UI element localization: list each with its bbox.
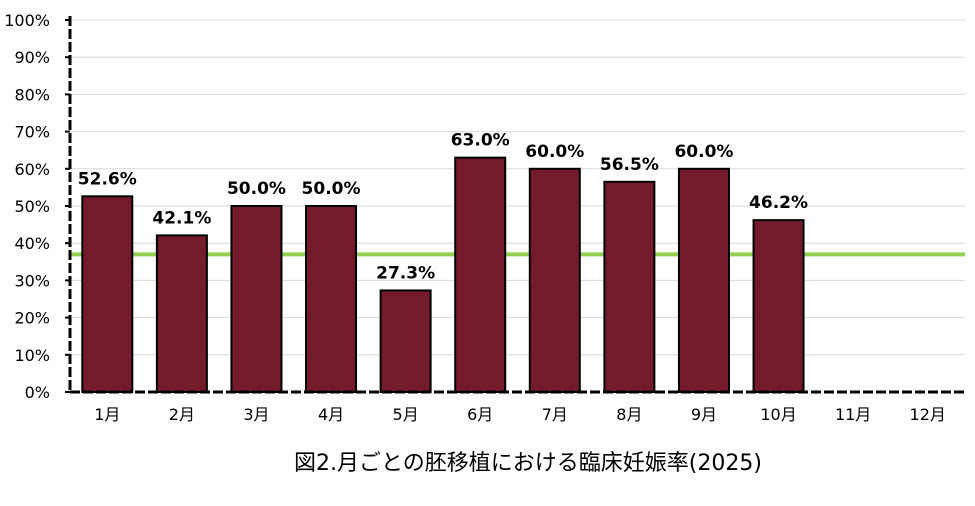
data-label-4: 50.0% bbox=[302, 179, 361, 199]
bar-7 bbox=[528, 167, 581, 393]
data-label-1: 52.6% bbox=[78, 169, 137, 189]
x-tick-label-2: 2月 bbox=[169, 405, 195, 424]
bar-9 bbox=[677, 167, 730, 393]
y-tick-label-80: 80% bbox=[14, 85, 50, 104]
y-tick-label-40: 40% bbox=[14, 234, 50, 253]
x-tick-label-10: 10月 bbox=[760, 405, 796, 424]
bar-1 bbox=[81, 195, 134, 393]
y-tick-label-20: 20% bbox=[14, 309, 50, 328]
x-tick-label-5: 5月 bbox=[393, 405, 419, 424]
y-tick-label-60: 60% bbox=[14, 160, 50, 179]
y-tick-label-10: 10% bbox=[14, 346, 50, 365]
bars-layer bbox=[81, 156, 805, 393]
bar-6 bbox=[454, 156, 507, 393]
data-label-6: 63.0% bbox=[451, 131, 510, 151]
x-tick-label-12: 12月 bbox=[910, 405, 946, 424]
y-tick-label-0: 0% bbox=[25, 383, 50, 402]
data-label-2: 42.1% bbox=[152, 208, 211, 228]
grid-layer bbox=[70, 19, 965, 356]
bar-2 bbox=[155, 234, 208, 393]
bar-4 bbox=[305, 205, 358, 393]
bar-8 bbox=[603, 180, 656, 393]
bar-3 bbox=[230, 205, 283, 393]
bar-10 bbox=[752, 219, 805, 393]
x-tick-label-8: 8月 bbox=[616, 405, 642, 424]
labels-layer: 0% 10% 20% 30% 40% 50% 60% 70% 80% 90% 100% 52.6% 1月… bbox=[4, 11, 946, 424]
x-tick-label-6: 6月 bbox=[467, 405, 493, 424]
x-tick-label-1: 1月 bbox=[94, 405, 120, 424]
data-label-7: 60.0% bbox=[525, 142, 584, 162]
axes-layer bbox=[65, 16, 965, 394]
y-tick-label-30: 30% bbox=[14, 271, 50, 290]
data-label-8: 56.5% bbox=[600, 155, 659, 175]
x-tick-label-11: 11月 bbox=[835, 405, 871, 424]
data-label-3: 50.0% bbox=[227, 179, 286, 199]
y-tick-label-50: 50% bbox=[14, 197, 50, 216]
x-tick-label-4: 4月 bbox=[318, 405, 344, 424]
y-tick-label-90: 90% bbox=[14, 48, 50, 67]
y-tick-label-70: 70% bbox=[14, 123, 50, 142]
y-tick-label-100: 100% bbox=[4, 11, 50, 30]
chart-title: 図2.月ごとの胚移植における臨床妊娠率(2025) bbox=[294, 451, 762, 476]
x-tick-label-9: 9月 bbox=[691, 405, 717, 424]
data-label-5: 27.3% bbox=[376, 263, 435, 283]
data-label-10: 46.2% bbox=[749, 193, 808, 213]
data-label-9: 60.0% bbox=[674, 142, 733, 162]
x-tick-label-7: 7月 bbox=[542, 405, 568, 424]
bar-5 bbox=[379, 289, 432, 393]
x-tick-label-3: 3月 bbox=[243, 405, 269, 424]
